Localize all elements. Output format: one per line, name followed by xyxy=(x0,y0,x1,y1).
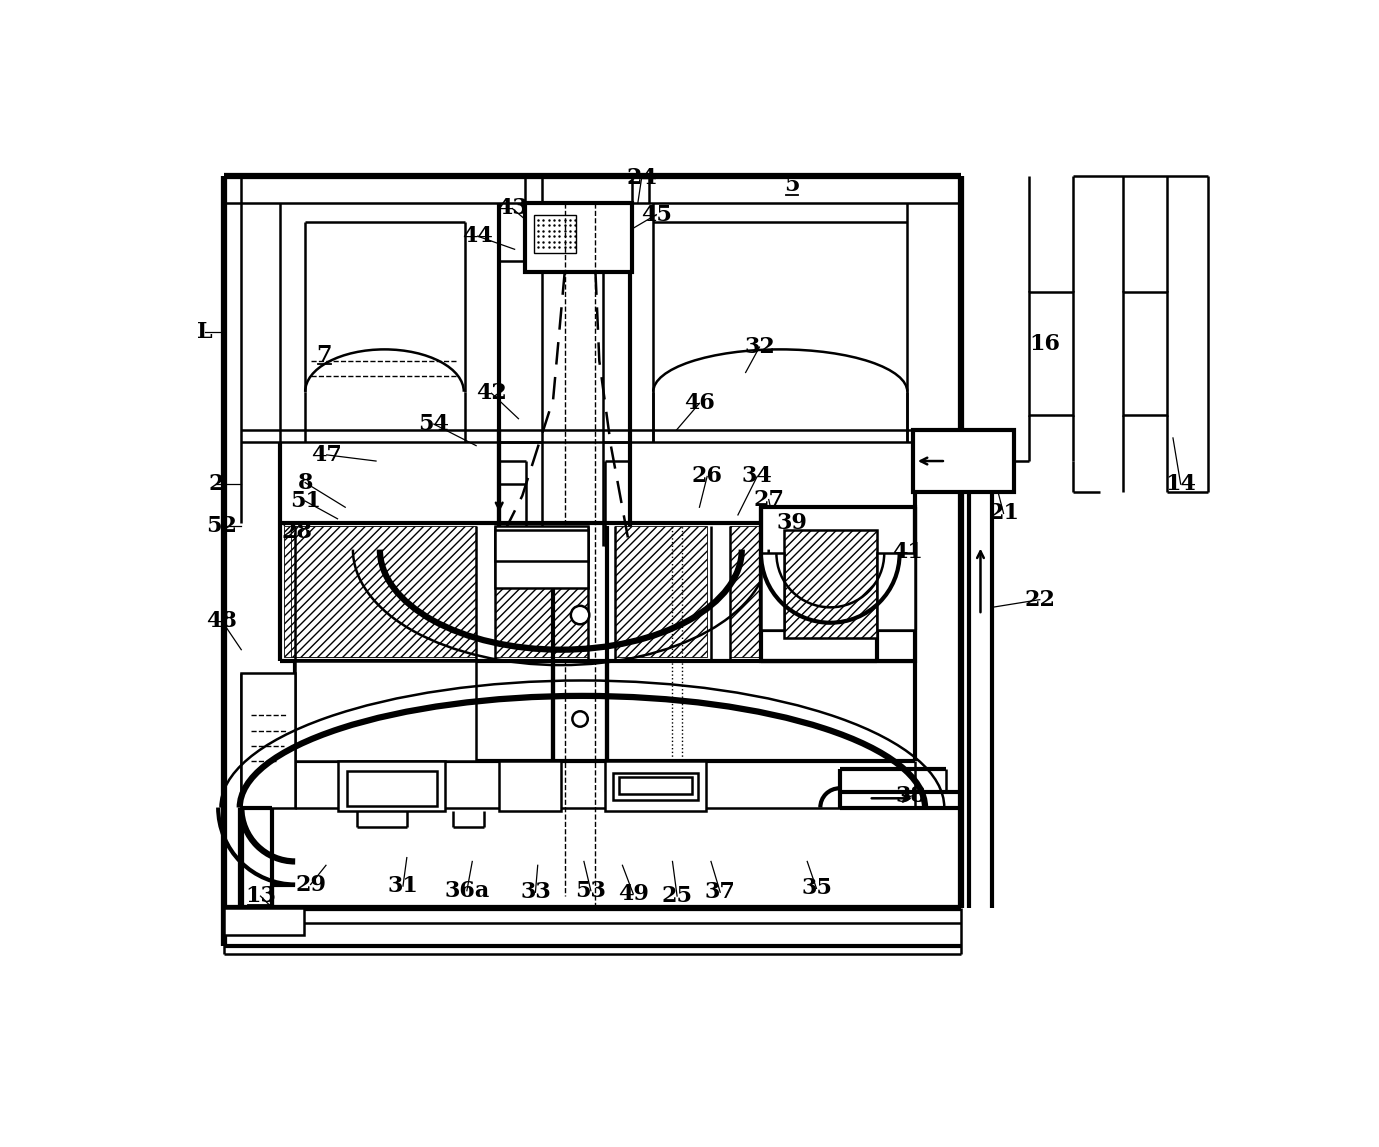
Text: 38: 38 xyxy=(896,785,927,807)
Text: 8: 8 xyxy=(298,471,313,493)
Text: 32: 32 xyxy=(745,336,775,358)
Bar xyxy=(338,762,445,811)
Text: 5: 5 xyxy=(785,174,800,196)
Bar xyxy=(495,526,587,657)
Text: 33: 33 xyxy=(520,881,550,903)
Bar xyxy=(223,907,305,935)
Bar xyxy=(761,507,916,661)
Text: 51: 51 xyxy=(290,490,321,512)
Text: 24: 24 xyxy=(626,166,658,188)
Bar xyxy=(524,203,633,272)
Bar xyxy=(761,554,785,631)
Text: L: L xyxy=(197,321,212,343)
Bar xyxy=(605,762,706,811)
Text: 41: 41 xyxy=(892,541,923,563)
Text: 43: 43 xyxy=(496,197,528,219)
Text: 34: 34 xyxy=(742,466,772,487)
Text: 13: 13 xyxy=(245,885,276,907)
Text: 44: 44 xyxy=(462,225,494,248)
Bar xyxy=(346,771,437,806)
Circle shape xyxy=(571,606,589,624)
Bar xyxy=(731,526,912,657)
Text: 52: 52 xyxy=(207,515,237,538)
Text: 27: 27 xyxy=(753,489,785,510)
Text: 47: 47 xyxy=(312,444,342,466)
Text: 46: 46 xyxy=(684,392,714,414)
Text: 54: 54 xyxy=(418,413,450,435)
Text: 37: 37 xyxy=(705,881,735,903)
Text: 21: 21 xyxy=(989,502,1019,524)
Text: 31: 31 xyxy=(387,875,418,897)
Text: 7: 7 xyxy=(317,344,332,366)
Bar xyxy=(877,554,916,631)
Bar xyxy=(785,530,877,638)
Bar xyxy=(1029,291,1073,415)
Bar xyxy=(295,526,476,657)
Bar xyxy=(241,673,295,807)
Bar xyxy=(614,773,698,799)
Bar xyxy=(1123,291,1167,415)
Bar xyxy=(785,530,877,638)
Text: 28: 28 xyxy=(281,521,313,543)
Text: 49: 49 xyxy=(618,883,648,905)
Text: 39: 39 xyxy=(776,512,807,533)
Bar xyxy=(291,526,422,657)
Text: 45: 45 xyxy=(641,204,672,226)
Bar xyxy=(615,526,707,657)
Text: 16: 16 xyxy=(1029,333,1060,356)
Text: 53: 53 xyxy=(575,880,607,902)
Text: 22: 22 xyxy=(1025,588,1055,610)
Bar xyxy=(495,526,587,588)
Bar xyxy=(284,526,396,657)
Bar xyxy=(495,530,587,561)
Bar xyxy=(913,430,1014,492)
Text: 14: 14 xyxy=(1165,474,1196,496)
Text: 42: 42 xyxy=(476,382,507,404)
Text: 25: 25 xyxy=(662,885,692,907)
Text: 29: 29 xyxy=(295,874,325,896)
Text: 2: 2 xyxy=(208,474,223,496)
Text: 35: 35 xyxy=(801,877,832,899)
Bar xyxy=(619,777,692,794)
Text: 36a: 36a xyxy=(444,880,490,902)
Text: 26: 26 xyxy=(692,466,723,487)
Bar xyxy=(295,661,476,762)
Bar xyxy=(534,214,576,253)
Bar xyxy=(499,762,561,811)
Text: 48: 48 xyxy=(207,610,237,632)
Circle shape xyxy=(572,711,587,727)
